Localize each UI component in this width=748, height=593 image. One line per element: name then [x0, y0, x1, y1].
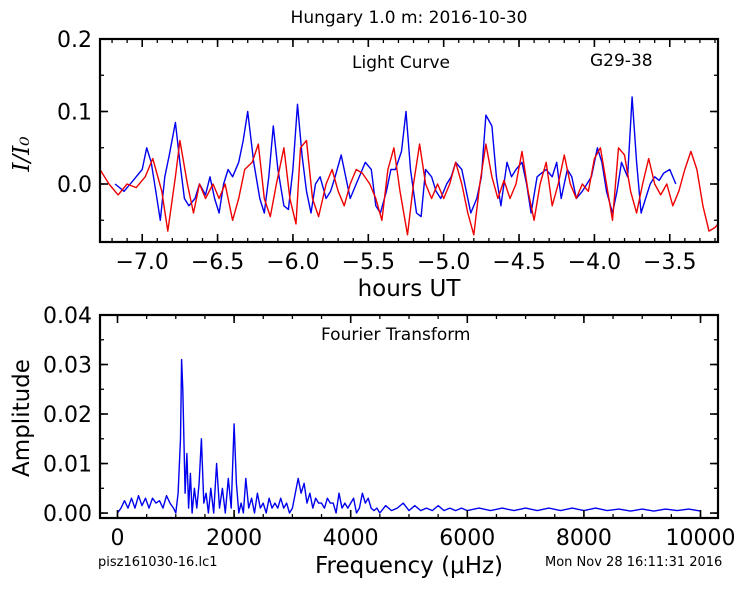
figure-title: Hungary 1.0 m: 2016-10-30: [290, 8, 528, 28]
bottom-y-tick-label: 0.02: [43, 403, 92, 428]
bottom-x-tick-label: 8000: [556, 526, 612, 551]
bottom-x-tick-label: 10000: [666, 526, 736, 551]
bottom-x-axis-label: Frequency (μHz): [314, 553, 504, 579]
bottom-y-tick-label: 0.00: [43, 502, 92, 527]
timestamp-label: Mon Nov 28 16:11:31 2016: [545, 555, 723, 570]
top-axes-frame: [98, 37, 720, 244]
bottom-y-tick-label: 0.04: [43, 304, 92, 329]
top-x-tick-label: −5.0: [417, 250, 470, 275]
bottom-x-tick-label: 2000: [206, 526, 262, 551]
bottom-y-tick-label: 0.01: [43, 453, 92, 478]
top-x-tick-label: −4.5: [492, 250, 545, 275]
bottom-x-tick-label: 0: [110, 526, 124, 551]
bottom-series-observed-line: [116, 358, 701, 514]
light-curve-label: Light Curve: [352, 53, 450, 73]
top-x-tick-label: −3.5: [643, 250, 696, 275]
top-y-axis-label: I/I₀: [9, 136, 35, 172]
bottom-x-tick-label: 6000: [439, 526, 495, 551]
fourier-transform-panel: 0 2000 4000 6000 8000 10000 0.00 0.01 0.02 0.03 0.…: [43, 304, 735, 551]
star-name-label: G29-38: [590, 51, 653, 71]
light-curve-panel: −7.0 −6.5 −6.0 −5.5 −5.0 −4.5 −4.0 −3.5 0.0 0.1 0.…: [57, 28, 720, 275]
source-file-label: pisz161030-16.lc1: [98, 555, 218, 570]
top-x-axis-label: hours UT: [357, 276, 461, 302]
top-x-tick-label: −5.5: [342, 250, 395, 275]
bottom-y-axis-label: Amplitude: [9, 359, 35, 477]
top-y-tick-label: 0.0: [57, 173, 92, 198]
top-y-tick-label: 0.1: [57, 101, 92, 126]
top-x-tick-label: −6.5: [191, 250, 244, 275]
bottom-axes-frame: [98, 313, 720, 520]
fourier-transform-label: Fourier Transform: [321, 325, 471, 345]
bottom-x-tick-label: 4000: [323, 526, 379, 551]
top-y-tick-label: 0.2: [57, 28, 92, 53]
top-x-tick-label: −6.0: [266, 250, 319, 275]
top-series-model-line: [99, 139, 719, 236]
top-x-tick-label: −4.0: [568, 250, 621, 275]
top-x-tick-label: −7.0: [115, 250, 168, 275]
bottom-y-tick-label: 0.03: [43, 354, 92, 379]
